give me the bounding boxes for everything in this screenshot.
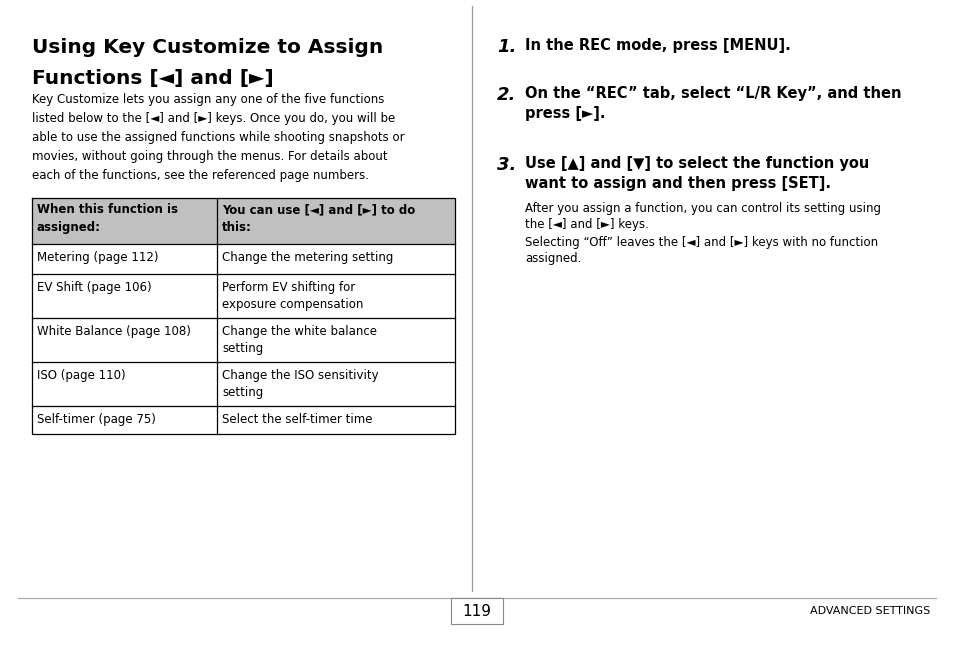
Text: In the REC mode, press [MENU].: In the REC mode, press [MENU]. [524, 38, 790, 53]
Text: Perform EV shifting for: Perform EV shifting for [222, 281, 355, 294]
Text: Functions [◄] and [►]: Functions [◄] and [►] [32, 69, 274, 88]
Text: Change the white balance: Change the white balance [222, 325, 376, 338]
Text: setting: setting [222, 342, 263, 355]
Text: press [►].: press [►]. [524, 106, 605, 121]
Text: Self-timer (page 75): Self-timer (page 75) [37, 413, 155, 426]
Text: Change the ISO sensitivity: Change the ISO sensitivity [222, 369, 378, 382]
Text: Metering (page 112): Metering (page 112) [37, 251, 158, 264]
Text: able to use the assigned functions while shooting snapshots or: able to use the assigned functions while… [32, 131, 404, 144]
Bar [32, 198, 455, 244]
Text: 1.: 1. [497, 38, 516, 56]
Text: want to assign and then press [SET].: want to assign and then press [SET]. [524, 176, 830, 191]
Text: On the “REC” tab, select “L/R Key”, and then: On the “REC” tab, select “L/R Key”, and … [524, 86, 901, 101]
Text: EV Shift (page 106): EV Shift (page 106) [37, 281, 152, 294]
Text: You can use [◄] and [►] to do: You can use [◄] and [►] to do [222, 203, 415, 216]
Text: Key Customize lets you assign any one of the five functions: Key Customize lets you assign any one of… [32, 93, 384, 106]
Text: assigned:: assigned: [37, 221, 101, 234]
Text: setting: setting [222, 386, 263, 399]
Text: movies, without going through the menus. For details about: movies, without going through the menus.… [32, 150, 387, 163]
Text: When this function is: When this function is [37, 203, 178, 216]
Text: Change the metering setting: Change the metering setting [222, 251, 393, 264]
Text: each of the functions, see the referenced page numbers.: each of the functions, see the reference… [32, 169, 369, 182]
Text: exposure compensation: exposure compensation [222, 298, 363, 311]
Text: Selecting “Off” leaves the [◄] and [►] keys with no function: Selecting “Off” leaves the [◄] and [►] k… [524, 236, 877, 249]
Text: 119: 119 [462, 603, 491, 618]
Text: 2.: 2. [497, 86, 516, 104]
Text: ISO (page 110): ISO (page 110) [37, 369, 126, 382]
Text: Select the self-timer time: Select the self-timer time [222, 413, 372, 426]
Text: this:: this: [222, 221, 252, 234]
Text: Use [▲] and [▼] to select the function you: Use [▲] and [▼] to select the function y… [524, 156, 868, 171]
Text: Using Key Customize to Assign: Using Key Customize to Assign [32, 38, 383, 57]
Text: the [◄] and [►] keys.: the [◄] and [►] keys. [524, 218, 648, 231]
Text: ADVANCED SETTINGS: ADVANCED SETTINGS [809, 606, 929, 616]
Bar [451, 598, 502, 624]
Text: assigned.: assigned. [524, 252, 580, 265]
Text: After you assign a function, you can control its setting using: After you assign a function, you can con… [524, 202, 880, 215]
Text: listed below to the [◄] and [►] keys. Once you do, you will be: listed below to the [◄] and [►] keys. On… [32, 112, 395, 125]
Text: White Balance (page 108): White Balance (page 108) [37, 325, 191, 338]
Text: 3.: 3. [497, 156, 516, 174]
